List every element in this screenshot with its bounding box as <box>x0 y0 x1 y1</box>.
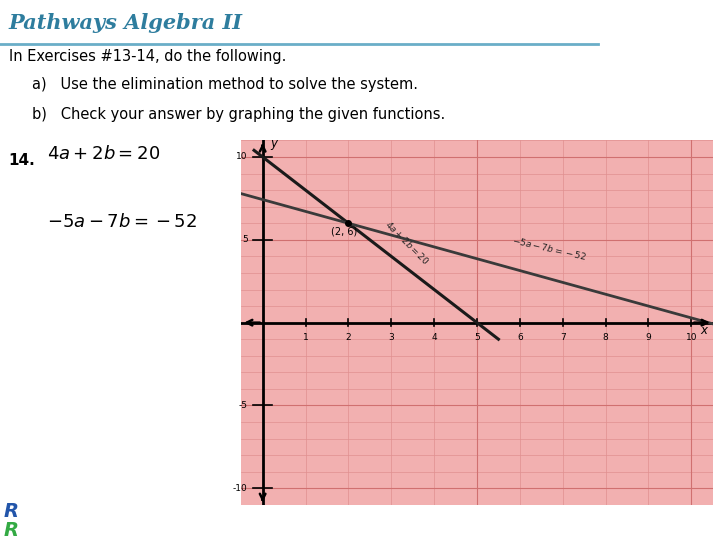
Text: $4a+2b=20$: $4a+2b=20$ <box>47 145 160 163</box>
Text: 5: 5 <box>474 333 480 342</box>
Text: 5: 5 <box>242 235 248 244</box>
Text: $4a+2b=20$: $4a+2b=20$ <box>383 218 431 267</box>
Text: b)   Check your answer by graphing the given functions.: b) Check your answer by graphing the giv… <box>32 107 446 123</box>
Text: R: R <box>4 502 19 521</box>
Text: 2: 2 <box>346 333 351 342</box>
Text: Pathways Algebra II: Pathways Algebra II <box>9 13 243 33</box>
Text: a)   Use the elimination method to solve the system.: a) Use the elimination method to solve t… <box>32 77 418 92</box>
Text: 1: 1 <box>302 333 308 342</box>
Text: 3: 3 <box>388 333 394 342</box>
Text: © 2017 CARLSON & O'BRYAN: © 2017 CARLSON & O'BRYAN <box>207 515 398 528</box>
Text: 6: 6 <box>517 333 523 342</box>
Text: y: y <box>270 137 277 150</box>
Text: Inv 1.8: Inv 1.8 <box>551 515 601 528</box>
Text: 84: 84 <box>675 515 693 528</box>
Text: (2, 6): (2, 6) <box>331 227 357 237</box>
Text: 4: 4 <box>431 333 437 342</box>
Text: 14.: 14. <box>8 153 35 168</box>
Text: x: x <box>701 324 708 338</box>
Text: 10: 10 <box>685 333 697 342</box>
Text: $-5a-7b=-52$: $-5a-7b=-52$ <box>47 213 197 231</box>
Text: R: R <box>4 521 19 540</box>
Text: -10: -10 <box>233 484 248 493</box>
Text: $-5a-7b=-52$: $-5a-7b=-52$ <box>511 234 588 262</box>
Text: In Exercises #13-14, do the following.: In Exercises #13-14, do the following. <box>9 49 286 64</box>
Text: 7: 7 <box>560 333 566 342</box>
Text: -5: -5 <box>238 401 248 410</box>
Text: 9: 9 <box>646 333 652 342</box>
Text: 10: 10 <box>236 152 248 161</box>
Text: 8: 8 <box>603 333 608 342</box>
Text: easoning: easoning <box>16 526 66 536</box>
Text: ational: ational <box>16 507 54 516</box>
